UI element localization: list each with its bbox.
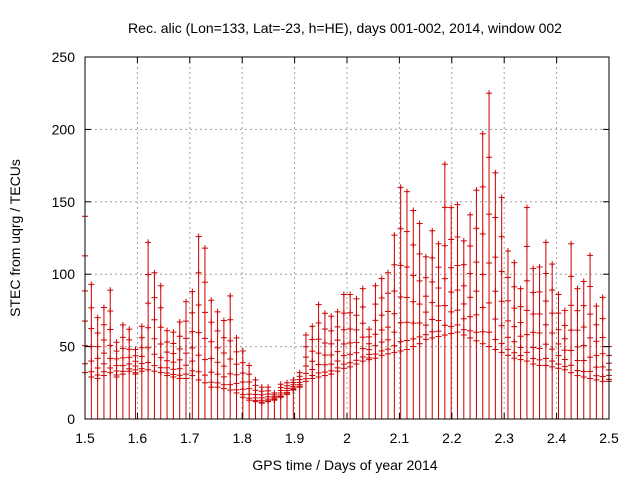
y-axis-label: STEC from uqrg / TECUs <box>7 159 23 317</box>
chart-title: Rec. alic (Lon=133, Lat=-23, h=HE), days… <box>128 20 562 36</box>
x-tick-label: 2.5 <box>599 430 619 446</box>
x-tick-label: 1.7 <box>180 430 200 446</box>
axis-ticks: 0 50 100 150 200 250 1.5 1.6 1.7 1.8 1.9 2 2.1 2.2 2.3… <box>52 49 619 446</box>
x-tick-label: 1.5 <box>75 430 95 446</box>
y-tick-label: 150 <box>52 194 76 210</box>
x-tick-label: 1.8 <box>232 430 252 446</box>
x-tick-label: 1.9 <box>285 430 305 446</box>
x-tick-label: 2 <box>343 430 351 446</box>
y-tick-label: 250 <box>52 49 76 65</box>
y-tick-label: 200 <box>52 121 76 137</box>
y-tick-label: 50 <box>59 339 75 355</box>
x-axis-label: GPS time / Days of year 2014 <box>252 457 437 473</box>
x-tick-label: 2.3 <box>494 430 514 446</box>
x-tick-label: 2.4 <box>547 430 567 446</box>
x-tick-label: 2.1 <box>390 430 410 446</box>
y-tick-label: 100 <box>52 266 76 282</box>
x-tick-label: 2.2 <box>442 430 462 446</box>
x-tick-label: 1.6 <box>128 430 148 446</box>
grid-lines <box>85 57 609 419</box>
y-tick-label: 0 <box>67 411 75 427</box>
